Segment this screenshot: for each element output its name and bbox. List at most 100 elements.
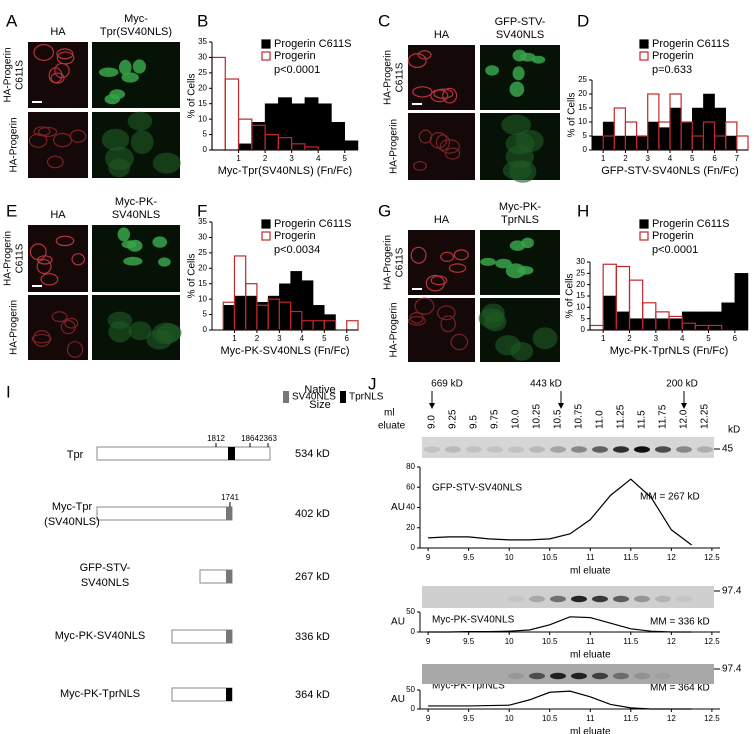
y-tick-label: 10 xyxy=(576,302,585,311)
construct-box xyxy=(171,687,233,702)
nucleus xyxy=(71,253,85,266)
column-header: SV40NLS xyxy=(496,29,544,41)
x-tick-label: 10 xyxy=(505,714,514,723)
gel-band xyxy=(613,672,629,680)
bar xyxy=(725,135,738,151)
nucleus xyxy=(440,251,455,262)
series-label: Myc-PK-SV40NLS xyxy=(432,615,515,626)
residue-label: 1741 xyxy=(221,493,239,502)
gel-band xyxy=(529,446,545,453)
x-tick-label: 3 xyxy=(277,334,282,343)
x-tick-label: 12 xyxy=(667,637,676,646)
micrograph-field xyxy=(28,112,88,178)
column-header: SV40NLS xyxy=(112,209,160,221)
legend-label: Progerin C611S xyxy=(274,38,351,50)
row-label: HA-Progerin xyxy=(9,300,20,355)
nucleus xyxy=(56,51,75,65)
legend-swatch xyxy=(261,219,271,229)
bar xyxy=(278,97,292,151)
y-tick-label: 40 xyxy=(406,503,415,512)
nucleus xyxy=(33,44,55,61)
gel-band xyxy=(613,446,629,453)
nucleus xyxy=(444,147,461,160)
elution-profile xyxy=(428,690,692,710)
nucleus xyxy=(407,53,427,68)
row-label: HA-Progerin xyxy=(389,119,400,174)
fraction-label: 10.0 xyxy=(511,409,522,429)
bar xyxy=(668,318,683,331)
y-tick-label: 5 xyxy=(581,314,586,323)
y-tick-label: 5 xyxy=(583,131,588,140)
legend-label: Progerin C611S xyxy=(274,218,351,230)
panel-letter: F xyxy=(197,201,207,220)
panel-letter: G xyxy=(378,201,391,220)
bar xyxy=(344,140,359,151)
micrograph-field xyxy=(408,113,475,180)
nucleus xyxy=(51,311,68,323)
x-tick-label: 9 xyxy=(426,714,431,723)
nucleus xyxy=(512,66,525,81)
x-tick-label: 10.5 xyxy=(542,714,558,723)
cell xyxy=(101,128,130,151)
gel-band xyxy=(508,672,524,680)
legend-swatch xyxy=(340,391,346,403)
micrograph-field xyxy=(408,298,475,362)
nls-segment xyxy=(228,447,235,460)
gel-band xyxy=(655,595,671,603)
size-marker: 200 kD xyxy=(666,379,698,390)
micrograph xyxy=(408,113,475,180)
size-label: 97.4 xyxy=(722,586,742,597)
native-size: 402 kD xyxy=(295,508,330,520)
bar xyxy=(331,121,345,151)
micrograph xyxy=(28,112,88,178)
nucleus xyxy=(417,50,432,60)
row-label: HA-Progerin xyxy=(3,231,14,286)
construct-box xyxy=(96,446,271,461)
fraction-label: 12.0 xyxy=(679,409,690,429)
nucleus xyxy=(407,316,427,326)
x-tick-label: 12 xyxy=(667,553,676,562)
native-size: 534 kD xyxy=(295,448,330,460)
bar xyxy=(279,283,291,331)
nucleus xyxy=(152,236,168,248)
x-tick-label: 11.5 xyxy=(623,637,639,646)
gel-band xyxy=(571,446,587,453)
size-header: Native xyxy=(304,384,335,396)
nucleus xyxy=(28,133,48,148)
row-label: HA-Progerin xyxy=(3,47,14,102)
micrograph xyxy=(92,111,181,178)
gel-strip xyxy=(422,586,714,608)
y-tick-label: 25 xyxy=(576,268,585,277)
nucleus xyxy=(430,275,448,286)
cell xyxy=(130,130,154,155)
size-label: 97.4 xyxy=(722,664,742,675)
y-tick-label: 50 xyxy=(406,685,415,694)
y-axis-label: AU xyxy=(391,694,405,705)
column-header: Myc- xyxy=(124,13,148,25)
bar xyxy=(222,305,235,331)
x-tick-label: 5 xyxy=(343,154,348,163)
bar xyxy=(734,273,749,331)
size-marker: 443 kD xyxy=(530,379,562,390)
nucleus xyxy=(433,88,454,99)
bar xyxy=(317,103,332,151)
cell xyxy=(532,327,558,350)
y-tick-label: 10 xyxy=(198,114,207,123)
residue-label: 1864 xyxy=(241,434,259,443)
panel-letter: H xyxy=(577,201,589,220)
y-tick-label: 30 xyxy=(198,53,207,62)
y-axis-label: AU xyxy=(391,617,405,628)
cell xyxy=(108,320,132,343)
y-tick-label: 80 xyxy=(406,462,415,471)
panel-letter: J xyxy=(368,374,377,393)
gel-band xyxy=(655,446,671,453)
gel-strip xyxy=(422,664,714,684)
x-tick-label: 12.5 xyxy=(704,714,720,723)
panel-letter: D xyxy=(577,11,589,30)
column-header: Myc-PK- xyxy=(499,201,542,213)
bar xyxy=(658,127,671,151)
native-size: 267 kD xyxy=(295,571,330,583)
x-tick-label: 12.5 xyxy=(704,553,720,562)
